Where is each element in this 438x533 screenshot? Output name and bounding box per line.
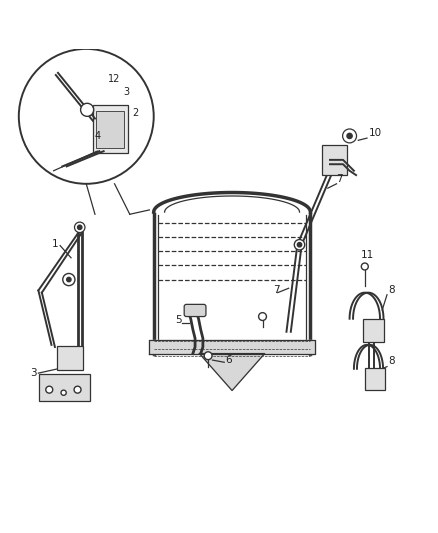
Circle shape [61,390,66,395]
FancyBboxPatch shape [96,111,124,148]
Text: 8: 8 [388,285,395,295]
Text: 11: 11 [360,250,374,260]
Text: 5: 5 [176,315,182,325]
Circle shape [297,243,302,247]
FancyBboxPatch shape [363,319,384,342]
Text: 12: 12 [108,74,120,84]
Circle shape [343,129,357,143]
Polygon shape [199,353,265,391]
FancyBboxPatch shape [93,106,127,154]
Text: 7: 7 [336,174,343,184]
Circle shape [63,273,75,286]
Circle shape [361,263,368,270]
Circle shape [81,103,94,116]
Text: 7: 7 [273,285,280,295]
Text: 8: 8 [388,357,395,366]
FancyBboxPatch shape [57,346,83,370]
Text: 3: 3 [30,368,36,378]
Polygon shape [149,341,315,353]
Text: 6: 6 [226,355,232,365]
Circle shape [78,225,82,230]
Text: 2: 2 [132,108,138,118]
Circle shape [74,222,85,232]
Circle shape [294,239,305,250]
FancyBboxPatch shape [184,304,206,317]
Text: 3: 3 [123,86,129,96]
Circle shape [46,386,53,393]
FancyBboxPatch shape [365,368,385,390]
Circle shape [67,277,71,282]
Circle shape [74,386,81,393]
Circle shape [204,352,212,360]
Circle shape [258,313,266,320]
Text: 4: 4 [95,132,101,141]
FancyBboxPatch shape [322,145,347,175]
FancyBboxPatch shape [39,374,90,400]
Text: 1: 1 [51,239,58,249]
Circle shape [347,133,352,139]
Text: 10: 10 [369,128,382,138]
Circle shape [19,49,154,184]
